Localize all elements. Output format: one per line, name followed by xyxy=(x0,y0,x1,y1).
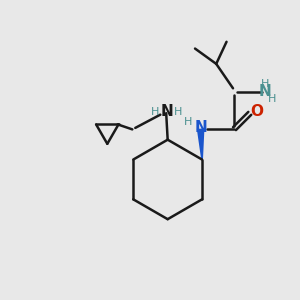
Polygon shape xyxy=(197,128,204,160)
Text: H: H xyxy=(151,107,159,117)
Text: H: H xyxy=(174,107,183,117)
Text: H: H xyxy=(268,94,276,104)
Text: O: O xyxy=(251,104,264,119)
Text: N: N xyxy=(259,84,272,99)
Text: N: N xyxy=(194,120,207,135)
Text: H: H xyxy=(261,79,270,88)
Text: N: N xyxy=(160,104,173,119)
Text: H: H xyxy=(184,117,192,127)
